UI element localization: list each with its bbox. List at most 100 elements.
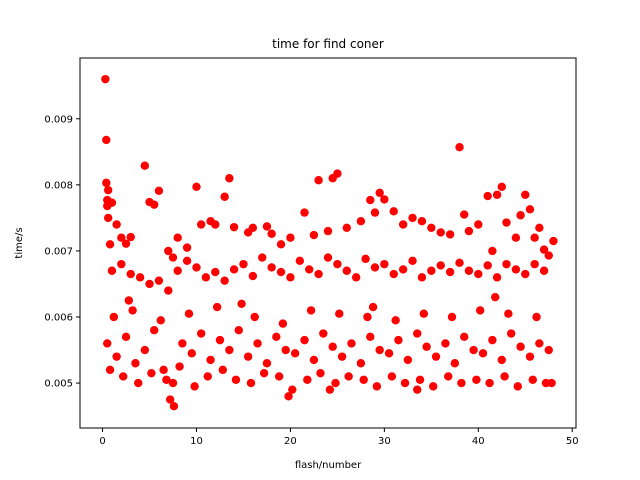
y-tick-label: 0.008 — [44, 180, 73, 191]
data-point — [248, 223, 258, 232]
data-point — [408, 213, 417, 223]
data-point — [464, 266, 474, 275]
data-point — [356, 359, 366, 368]
data-point — [380, 195, 389, 204]
y-tick-label: 0.006 — [44, 313, 73, 324]
data-point — [516, 211, 525, 220]
data-point — [314, 176, 323, 185]
data-point — [431, 352, 441, 361]
data-point — [492, 273, 502, 282]
data-point — [234, 326, 243, 335]
data-point — [145, 279, 154, 289]
data-point — [502, 218, 511, 227]
chart-title: time for find coner — [272, 37, 384, 51]
data-point — [109, 312, 119, 322]
data-points — [101, 74, 558, 411]
data-point — [506, 329, 516, 338]
data-point — [457, 378, 466, 388]
data-point — [178, 339, 187, 348]
data-point — [450, 359, 460, 368]
data-point — [173, 233, 182, 242]
data-point — [147, 368, 156, 378]
data-point — [344, 372, 353, 381]
data-point — [389, 269, 398, 279]
data-point — [335, 309, 344, 318]
data-point — [126, 232, 135, 242]
data-point — [497, 355, 506, 365]
data-point — [284, 392, 293, 401]
data-point — [121, 239, 131, 248]
data-point — [154, 186, 164, 195]
data-point — [119, 372, 128, 381]
data-point — [154, 276, 164, 285]
data-point — [258, 253, 267, 262]
data-point — [135, 273, 145, 282]
data-point — [427, 223, 436, 232]
data-point — [203, 372, 212, 381]
data-point — [375, 188, 384, 197]
x-tick-label: 10 — [190, 436, 203, 447]
data-point — [168, 253, 178, 262]
data-point — [460, 332, 469, 342]
data-point — [112, 220, 121, 229]
data-point — [380, 259, 389, 269]
data-point — [539, 245, 549, 254]
data-point — [351, 273, 361, 282]
data-point — [464, 226, 474, 236]
data-point — [262, 222, 272, 231]
data-point — [319, 329, 328, 338]
data-point — [532, 312, 541, 322]
x-tick-label: 20 — [284, 436, 297, 447]
data-point — [107, 266, 117, 275]
data-point — [492, 190, 502, 199]
data-point — [182, 243, 192, 252]
data-point — [427, 266, 436, 275]
data-point — [530, 233, 539, 242]
data-point — [488, 335, 497, 345]
data-point — [290, 349, 300, 358]
data-point — [288, 385, 297, 394]
y-axis-ticks: 0.005 0.006 0.007 0.008 0.009 — [44, 114, 80, 390]
data-point — [175, 362, 184, 371]
data-point — [361, 254, 370, 264]
data-point — [447, 312, 457, 322]
data-point — [347, 339, 356, 348]
data-point — [262, 359, 272, 368]
data-point — [274, 372, 284, 381]
data-point — [441, 339, 450, 348]
data-point — [295, 256, 305, 266]
data-point — [356, 217, 366, 226]
data-point — [398, 220, 408, 229]
data-point — [231, 375, 241, 384]
data-point — [419, 309, 429, 318]
data-point — [103, 213, 113, 223]
data-point — [400, 378, 410, 388]
data-point — [516, 342, 525, 351]
data-point — [363, 312, 372, 322]
data-point — [483, 191, 492, 201]
data-point — [530, 259, 539, 269]
plot-frame — [79, 57, 577, 429]
data-point — [286, 273, 295, 282]
data-point — [276, 267, 286, 277]
data-point — [366, 195, 375, 205]
x-tick-label: 40 — [472, 436, 485, 447]
data-point — [417, 217, 427, 226]
data-point — [391, 316, 400, 325]
data-point — [140, 161, 150, 170]
data-point — [455, 143, 464, 152]
data-point — [375, 345, 384, 355]
data-point — [417, 273, 427, 282]
data-point — [389, 207, 398, 216]
data-point — [281, 345, 290, 355]
data-point — [237, 299, 246, 308]
data-point — [215, 335, 225, 345]
data-point — [502, 259, 511, 269]
data-point — [267, 263, 276, 272]
data-point — [239, 259, 248, 269]
data-point — [370, 208, 380, 217]
data-point — [220, 276, 229, 285]
data-point — [201, 273, 211, 282]
data-point — [246, 378, 256, 388]
